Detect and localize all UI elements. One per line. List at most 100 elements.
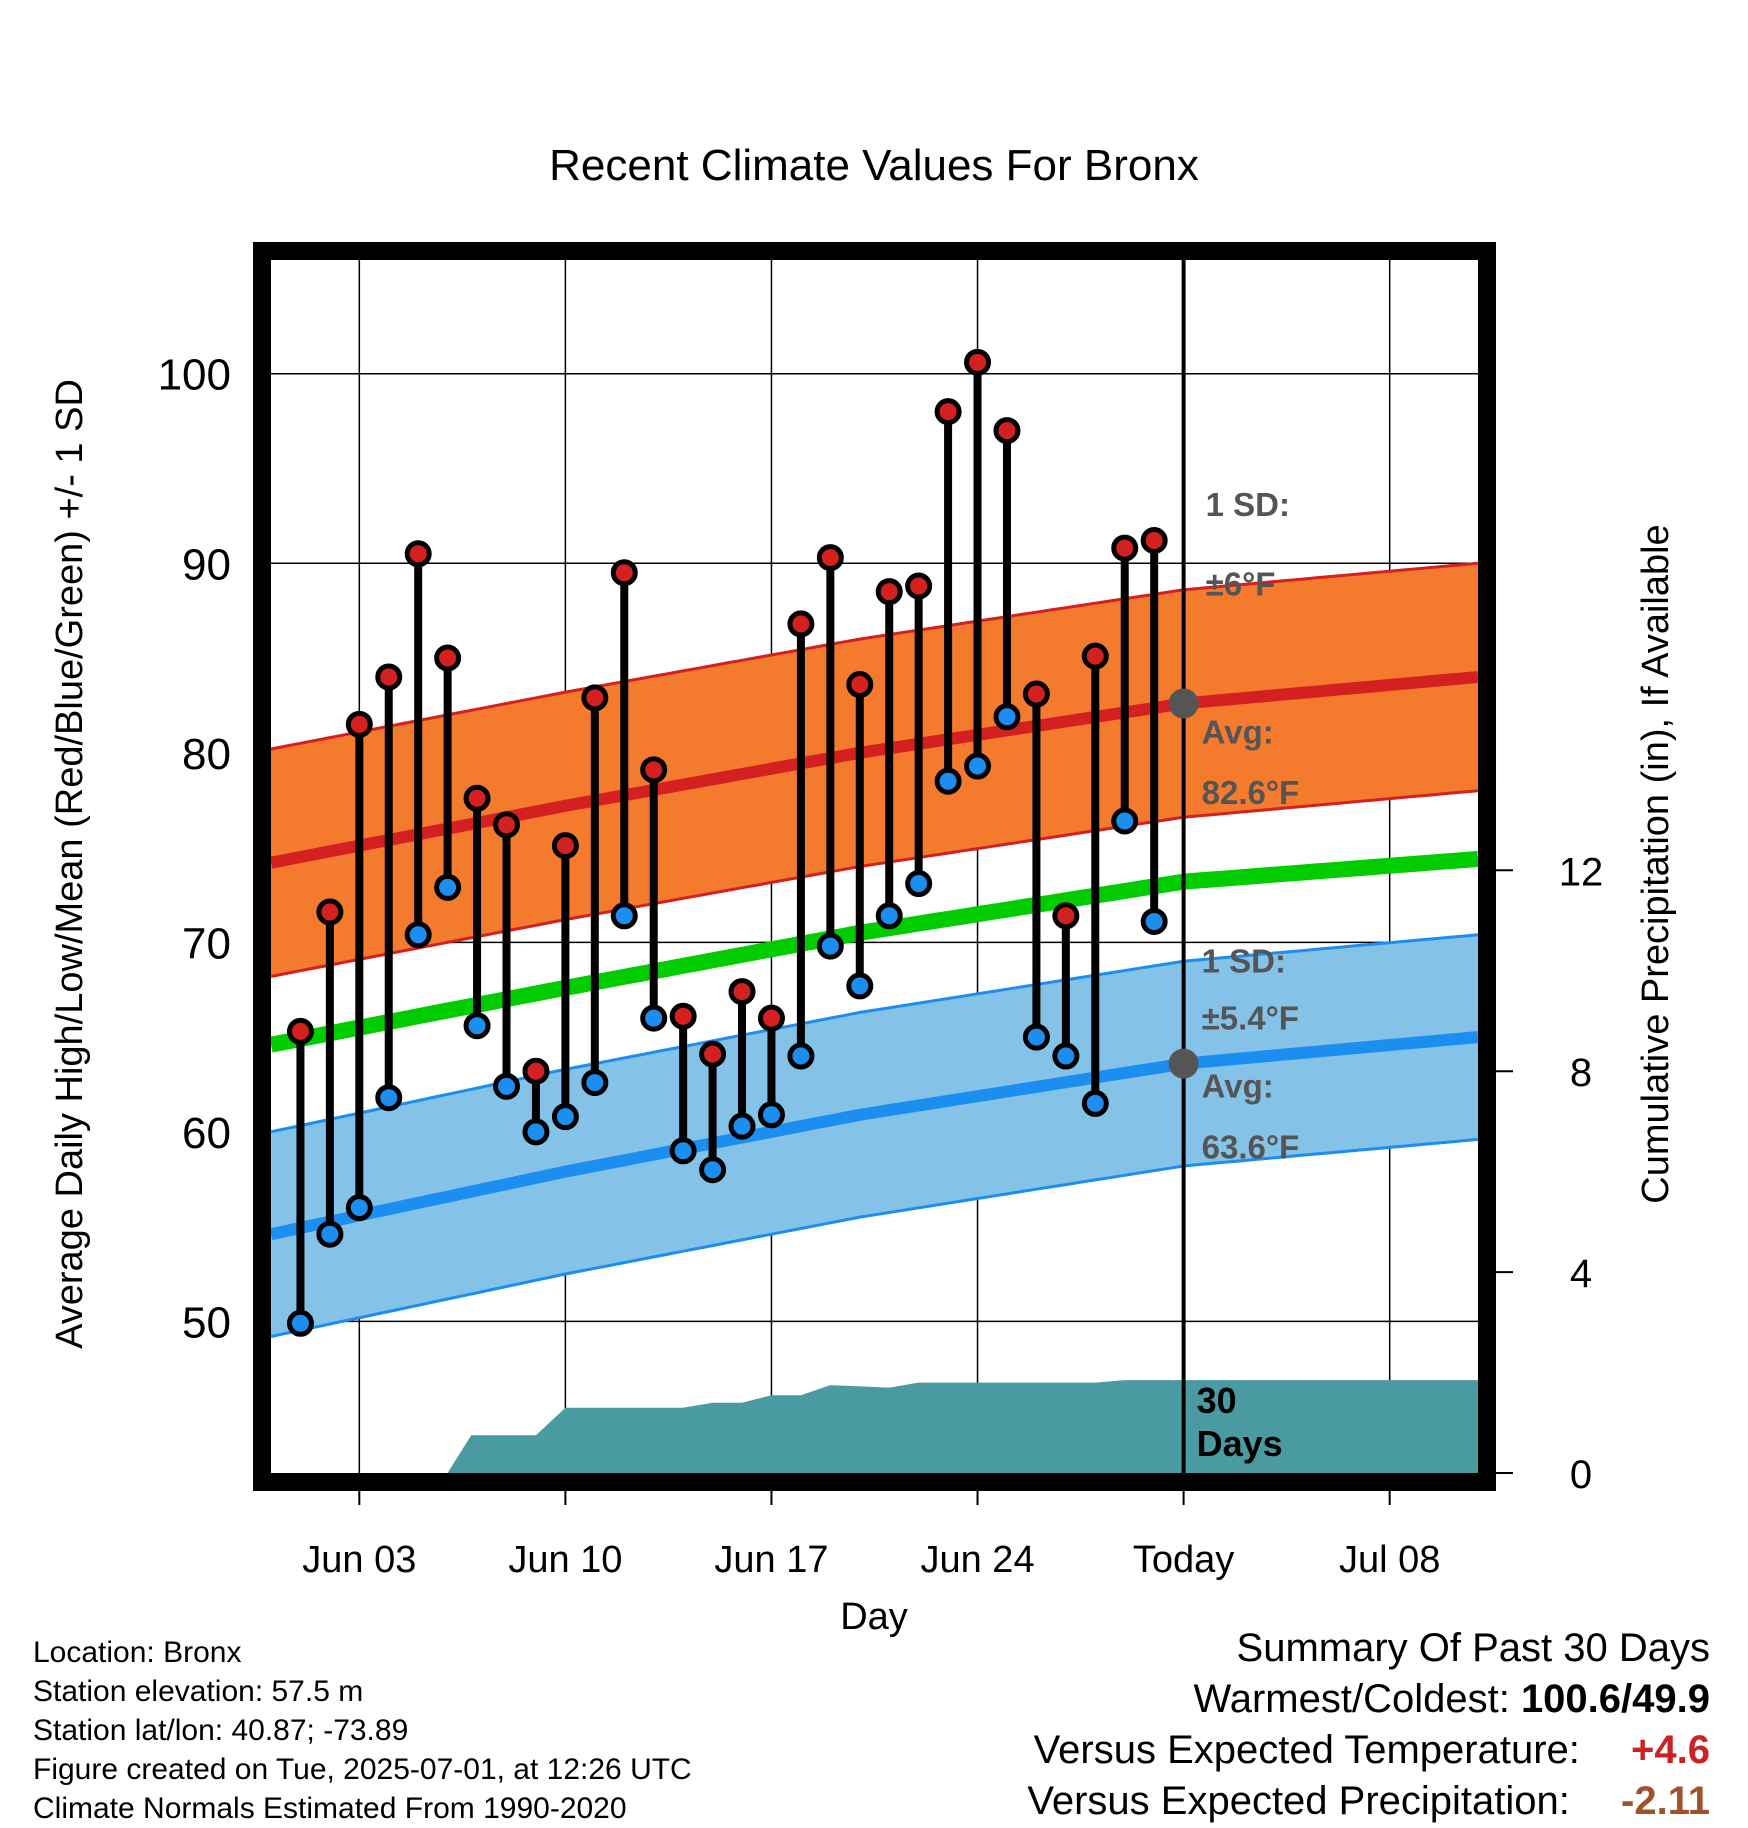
- y-tick-label: 60: [182, 1109, 231, 1158]
- plot-area: 1 SD: ±6°F Avg: 82.6°F 1 SD: ±5.4°F Avg: 63.6°F…: [158, 242, 1604, 1581]
- daily-low-point: [581, 1069, 609, 1097]
- daily-low-point: [993, 703, 1021, 731]
- daily-high-point: [1052, 902, 1080, 930]
- temp-row: Versus Expected Temperature: +4.6: [1027, 1725, 1710, 1776]
- daily-high-point: [404, 540, 432, 568]
- daily-low-point: [1022, 1023, 1050, 1051]
- daily-high-point: [610, 559, 638, 587]
- y-tick-label: 90: [182, 540, 231, 589]
- daily-low-point: [816, 932, 844, 960]
- plot-clipped-group: [271, 260, 1478, 1473]
- daily-high-point: [375, 663, 403, 691]
- temp-value: +4.6: [1631, 1728, 1710, 1772]
- x-tick-label: Jun 10: [508, 1539, 622, 1581]
- high-sd-band: [271, 563, 1478, 977]
- x-tick-label: Today: [1133, 1539, 1234, 1581]
- daily-low-point: [728, 1112, 756, 1140]
- warmest-row: Warmest/Coldest: 100.6/49.9: [1027, 1674, 1710, 1725]
- daily-high-point: [1111, 534, 1139, 562]
- plot-frame: [253, 242, 1496, 1491]
- daily-high-point: [581, 684, 609, 712]
- daily-low-point: [375, 1084, 403, 1112]
- station-info: Location: Bronx Station elevation: 57.5 …: [33, 1633, 692, 1828]
- x-tick-label: Jun 17: [714, 1539, 828, 1581]
- daily-high-point: [316, 898, 344, 926]
- daily-high-point: [1081, 642, 1109, 670]
- daily-high-point: [728, 978, 756, 1006]
- y2-tick-label: 12: [1559, 850, 1604, 894]
- daily-low-point: [1140, 907, 1168, 935]
- daily-high-point: [463, 784, 491, 812]
- high-sd-band-upper-edge: [271, 561, 1478, 751]
- summary-title: Summary Of Past 30 Days: [1236, 1626, 1710, 1670]
- precip-row: Versus Expected Precipitation: -2.11: [1027, 1776, 1710, 1827]
- normal-mean-line: [271, 850, 1478, 1053]
- daily-low-point: [1111, 807, 1139, 835]
- daily-high-point: [1140, 527, 1168, 555]
- daily-low-point: [345, 1194, 373, 1222]
- daily-low-point: [551, 1103, 579, 1131]
- warmest-value: 100.6/49.9: [1520, 1677, 1710, 1721]
- y-axis-label: Average Daily High/Low/Mean (Red/Blue/Gr…: [49, 379, 91, 1349]
- daily-low-point: [1081, 1089, 1109, 1117]
- daily-low-point: [1052, 1042, 1080, 1070]
- elevation-text: Station elevation: 57.5 m: [33, 1675, 364, 1708]
- normal-low-line: [271, 1031, 1478, 1241]
- latlon-text: Station lat/lon: 40.87; -73.89: [33, 1714, 409, 1747]
- daily-low-point: [610, 902, 638, 930]
- daily-high-point: [875, 578, 903, 606]
- daily-high-point: [434, 644, 462, 672]
- daily-low-point: [522, 1118, 550, 1146]
- high-avg-label: Avg:: [1202, 713, 1274, 750]
- daily-high-point: [787, 610, 815, 638]
- precip-label: Versus Expected Precipitation:: [1027, 1779, 1570, 1823]
- daily-low-point: [434, 873, 462, 901]
- daily-low-point: [316, 1220, 344, 1248]
- avg-high-marker: [1168, 688, 1199, 719]
- daily-high-point: [905, 572, 933, 600]
- y-tick-label: 70: [182, 919, 231, 968]
- daily-high-point: [816, 544, 844, 572]
- y2-tick-label: 4: [1570, 1252, 1592, 1296]
- y-tick-label: 100: [158, 351, 231, 400]
- low-avg-label: Avg:: [1202, 1068, 1274, 1105]
- daily-low-point: [905, 870, 933, 898]
- daily-low-point: [669, 1137, 697, 1165]
- x-axis-label: Day: [840, 1596, 908, 1638]
- y-tick-label: 50: [182, 1298, 231, 1347]
- daily-low-point: [787, 1042, 815, 1070]
- daily-high-point: [1022, 680, 1050, 708]
- y-tick-label: 80: [182, 730, 231, 779]
- precipitation-area: [271, 1380, 1478, 1473]
- daily-high-point: [993, 417, 1021, 445]
- daily-low-point: [875, 902, 903, 930]
- low-sd-value: ±5.4°F: [1202, 999, 1299, 1036]
- daily-high-point: [551, 832, 579, 860]
- normals-text: Climate Normals Estimated From 1990-2020: [33, 1792, 627, 1825]
- avg-low-marker: [1168, 1048, 1199, 1079]
- daily-high-point: [934, 398, 962, 426]
- warmest-label: Warmest/Coldest:: [1193, 1677, 1510, 1721]
- summary-panel: Summary Of Past 30 Days Warmest/Coldest:…: [1027, 1623, 1710, 1827]
- daily-low-point: [846, 972, 874, 1000]
- low-sd-title: 1 SD:: [1202, 943, 1286, 980]
- chart-title: Recent Climate Values For Bronx: [549, 141, 1199, 190]
- precip-value: -2.11: [1621, 1779, 1710, 1823]
- location-text: Location: Bronx: [33, 1636, 242, 1669]
- temp-label: Versus Expected Temperature:: [1033, 1728, 1580, 1772]
- daily-low-point: [286, 1309, 314, 1337]
- daily-low-point: [964, 752, 992, 780]
- daily-low-point: [699, 1156, 727, 1184]
- daily-high-point: [964, 348, 992, 376]
- daily-high-point: [345, 710, 373, 738]
- low-sd-band-upper-edge: [271, 933, 1478, 1134]
- daily-high-point: [757, 1004, 785, 1032]
- daily-high-point: [669, 1002, 697, 1030]
- daily-low-point: [757, 1101, 785, 1129]
- low-avg-value: 63.6°F: [1202, 1128, 1300, 1165]
- daily-high-point: [522, 1057, 550, 1085]
- high-avg-value: 82.6°F: [1202, 774, 1300, 811]
- high-sd-value: ±6°F: [1206, 565, 1276, 602]
- daily-high-point: [493, 811, 521, 839]
